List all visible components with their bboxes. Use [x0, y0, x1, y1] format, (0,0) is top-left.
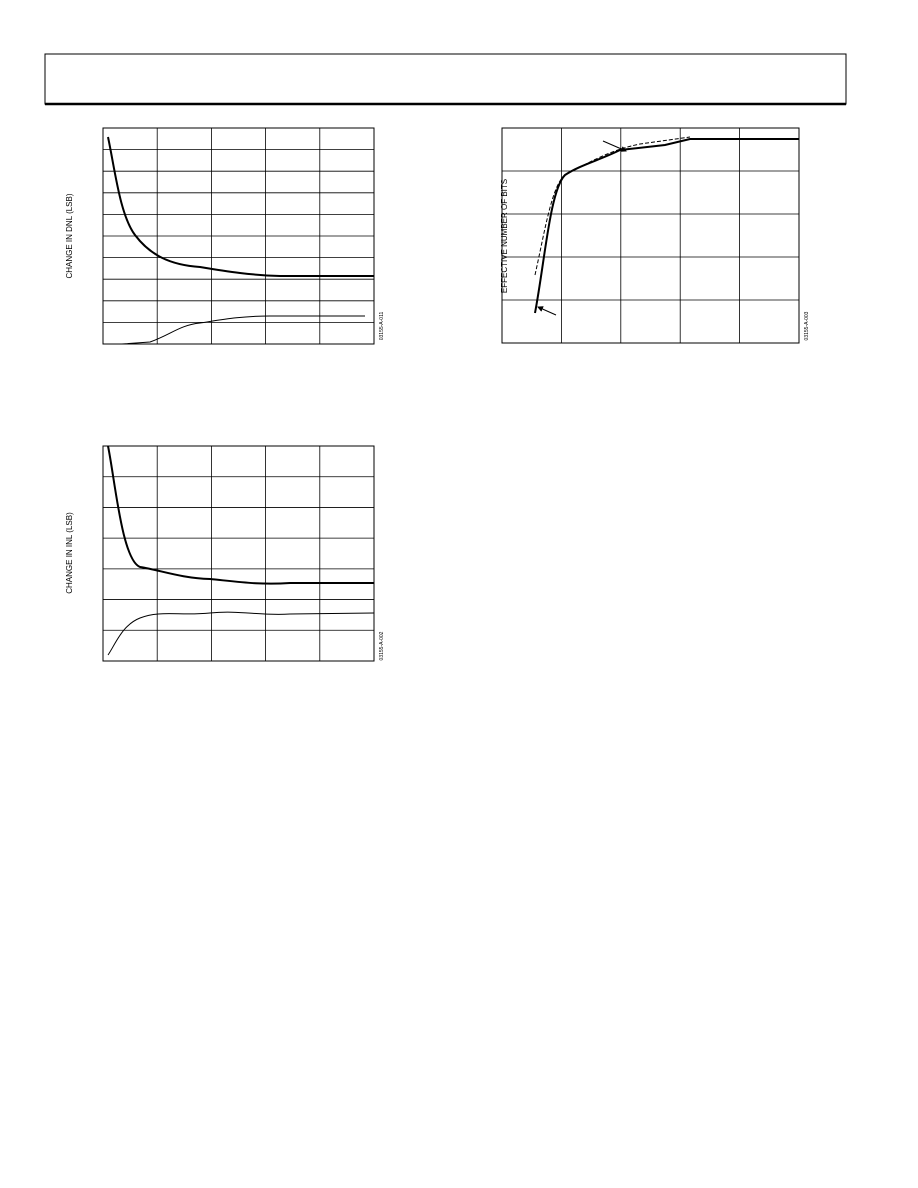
curve [534, 138, 799, 314]
header-box [44, 53, 847, 105]
y-axis-label: EFFECTIVE NUMBER OF BITS [500, 179, 509, 293]
plot-frame [102, 127, 375, 345]
enob-chart: EFFECTIVE NUMBER OF BITS 03155-A-003 [500, 127, 810, 344]
plot-frame [102, 445, 375, 662]
curve [107, 611, 375, 656]
curve [121, 315, 365, 345]
grid [502, 128, 799, 343]
dnl-chart: CHANGE IN DNL (LSB) 03155-A-011 [65, 127, 385, 345]
arrow [602, 140, 627, 152]
figure-code: 03155-A-011 [379, 312, 385, 341]
y-axis-label: CHANGE IN DNL (LSB) [65, 193, 74, 278]
grid [103, 128, 374, 344]
figure-code: 03155-A-002 [379, 631, 385, 660]
arrow [537, 306, 557, 316]
inl-chart: CHANGE IN INL (LSB) 03155-A-002 [65, 445, 385, 662]
plot-frame [501, 127, 800, 344]
y-axis-label: CHANGE IN INL (LSB) [65, 512, 74, 594]
grid [103, 446, 374, 661]
curve [534, 136, 691, 276]
figure-code: 03155-A-003 [804, 311, 810, 340]
curve [107, 136, 374, 277]
curve [107, 445, 374, 585]
